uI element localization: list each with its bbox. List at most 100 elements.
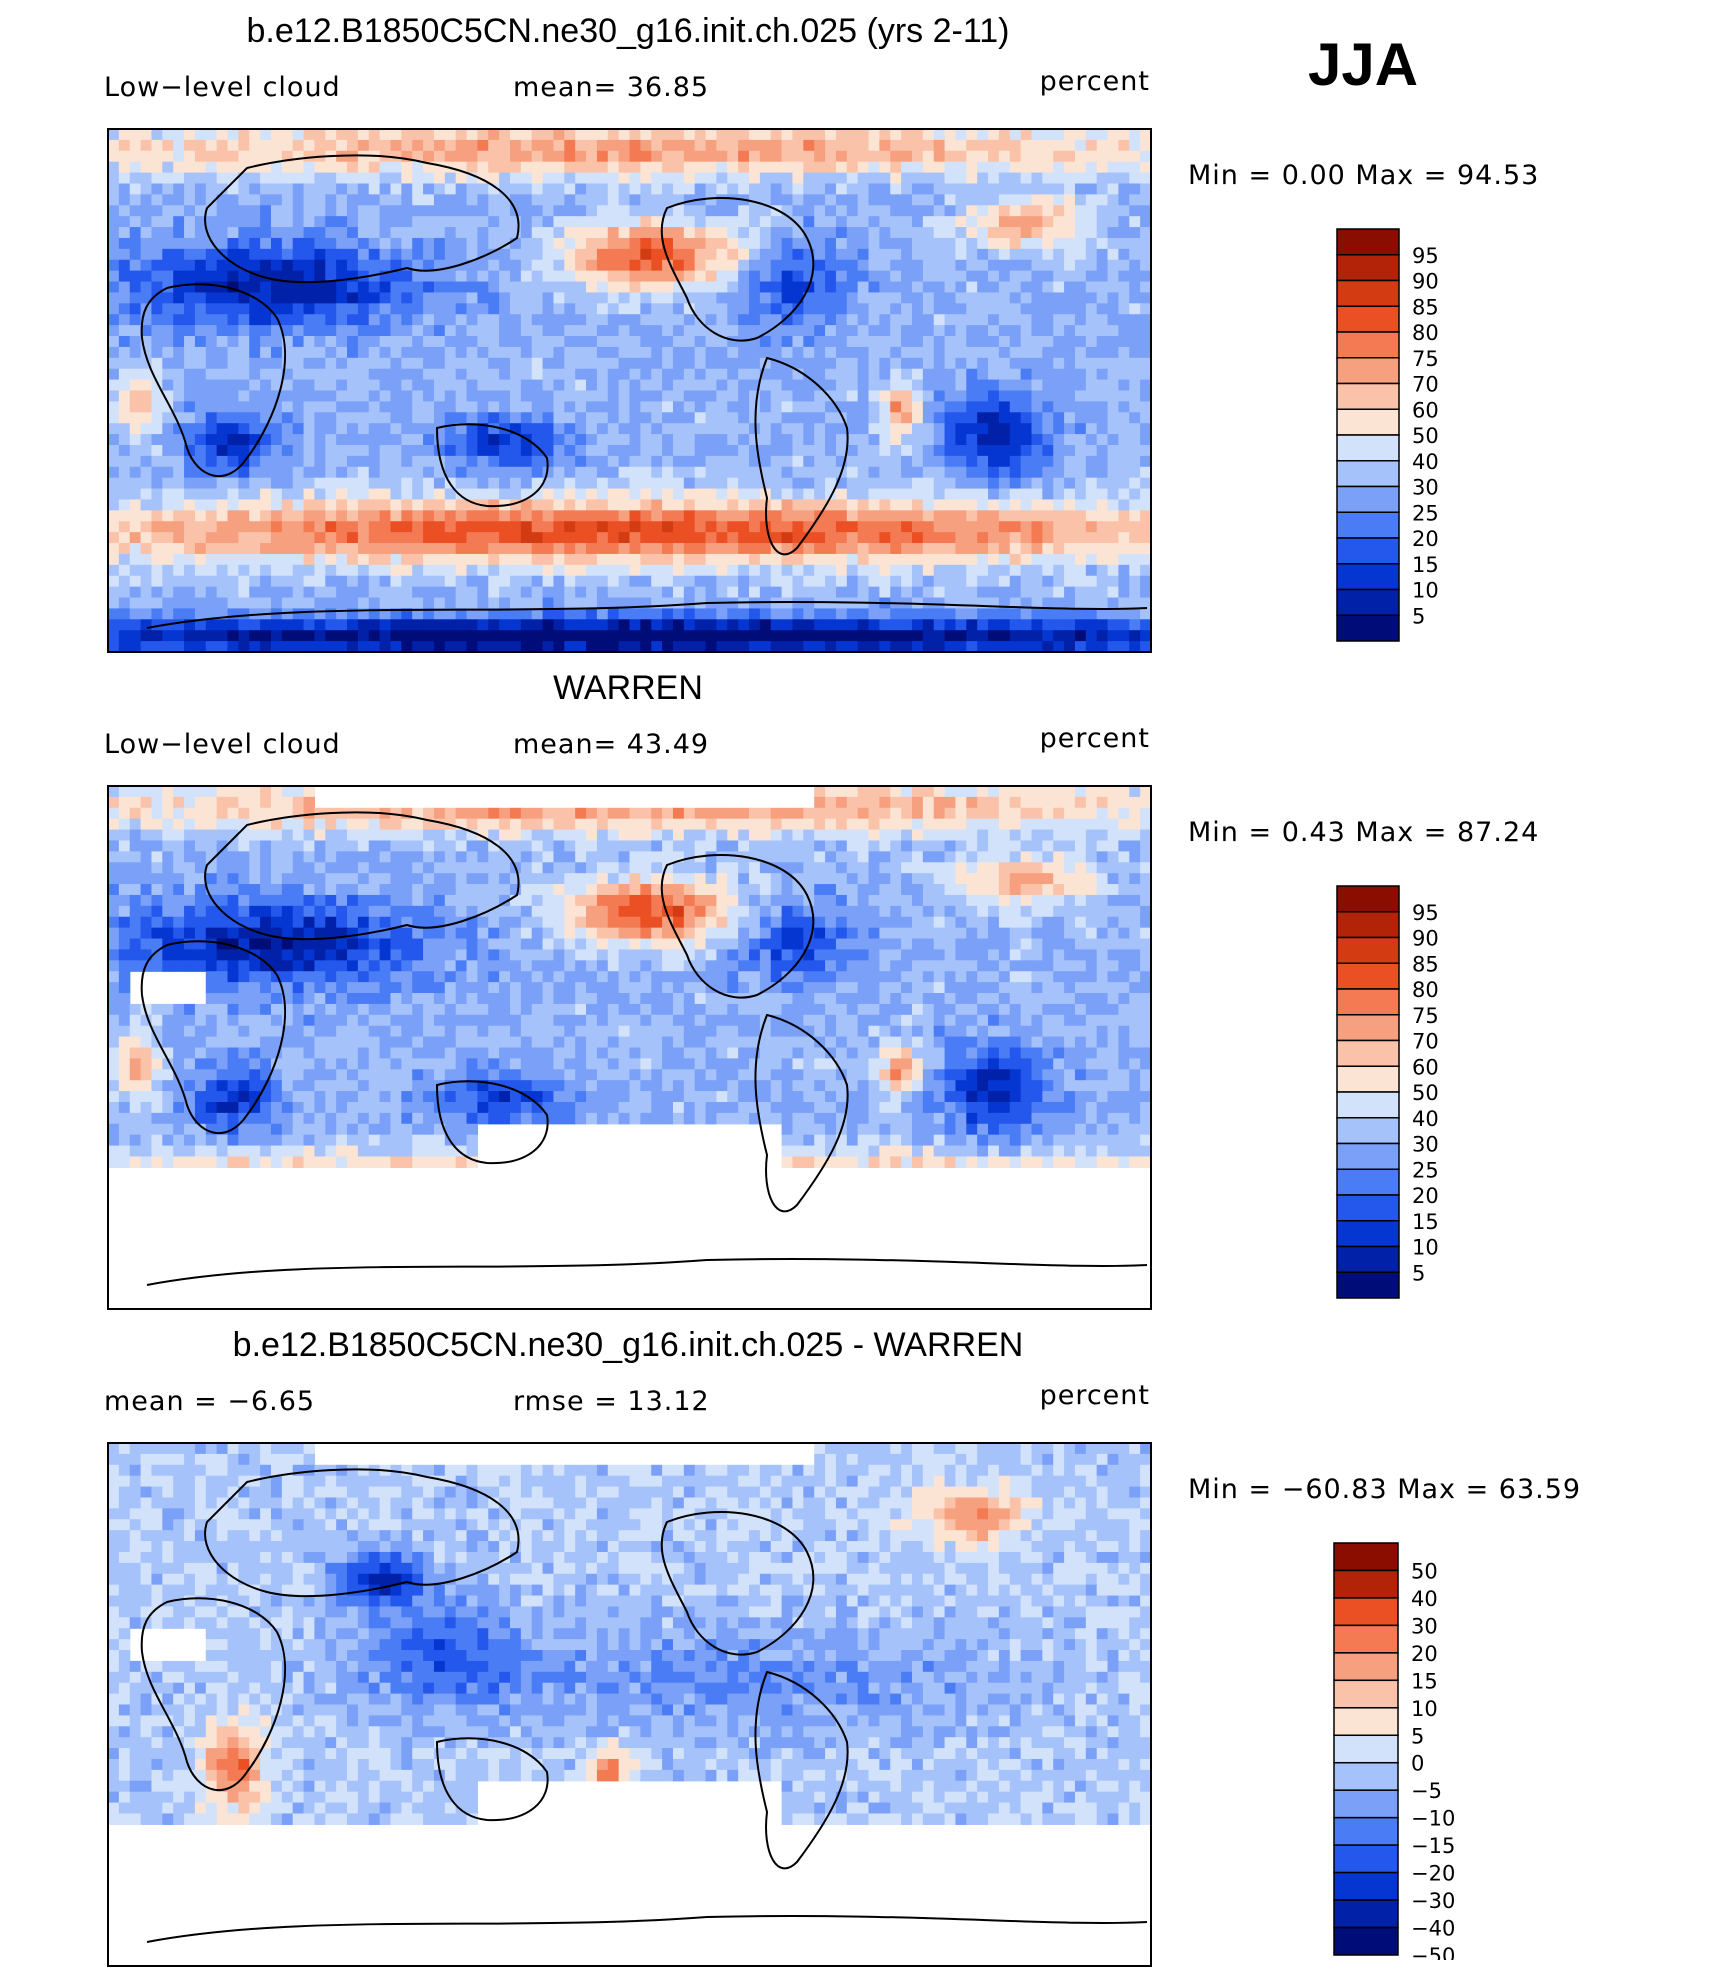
map-cell (520, 270, 533, 283)
map-cell (227, 237, 239, 250)
map-cell (379, 161, 392, 174)
map-cell (314, 390, 326, 402)
map-cell (238, 194, 250, 206)
map-cell (792, 412, 804, 424)
map-cell (108, 150, 120, 163)
map-cell (433, 818, 446, 831)
map-cell (401, 303, 413, 315)
map-cell (488, 292, 500, 304)
map-cell (770, 346, 783, 359)
map-cell (586, 818, 598, 831)
map-cell (879, 499, 891, 511)
map-cell (705, 129, 718, 141)
map-cell (129, 357, 142, 370)
map-cell (477, 564, 489, 577)
map-cell (835, 412, 848, 424)
map-cell (716, 194, 728, 206)
map-cell (184, 150, 196, 163)
map-cell (390, 194, 402, 206)
map-cell (662, 532, 674, 544)
map-cell (368, 183, 381, 195)
map-cell (129, 412, 142, 424)
map-cell (738, 368, 750, 381)
map-cell (401, 314, 413, 326)
map-cell (738, 630, 750, 642)
map-cell (151, 608, 163, 620)
map-cell (151, 237, 163, 250)
map-cell (488, 586, 500, 599)
map-cell (879, 139, 891, 152)
map-cell (607, 412, 620, 424)
map-cell (879, 543, 891, 555)
map-cell (759, 259, 772, 272)
map-cell (977, 597, 989, 610)
map-cell (216, 314, 229, 326)
map-cell (509, 434, 522, 446)
map-cell (162, 641, 174, 653)
map-cell (162, 575, 174, 588)
map-cell (249, 630, 261, 642)
map-cell (977, 390, 989, 402)
map-cell (379, 564, 392, 577)
map-cell (412, 346, 424, 359)
map-cell (749, 818, 761, 831)
map-cell (955, 270, 967, 283)
map-cell (270, 466, 283, 479)
map-cell (705, 499, 718, 511)
map-cell (890, 564, 902, 577)
map-cell (1053, 786, 1065, 798)
map-cell (531, 401, 544, 413)
map-cell (781, 368, 794, 381)
map-cell (966, 237, 978, 250)
map-cell (705, 292, 718, 304)
map-cell (173, 807, 185, 820)
map-cell (651, 161, 663, 174)
map-cell (977, 807, 989, 820)
map-cell (292, 368, 305, 381)
map-cell (575, 401, 587, 413)
map-cell (1118, 325, 1130, 337)
map-cell (890, 237, 902, 250)
map-cell (162, 532, 174, 544)
map-cell (1074, 423, 1087, 435)
map-cell (988, 455, 1000, 468)
map-cell (1129, 608, 1141, 620)
map-cell (749, 325, 761, 337)
map-cell (184, 292, 196, 304)
map-cell (531, 455, 544, 468)
map-cell (564, 619, 576, 631)
map-cell (1009, 401, 1022, 413)
map-cell (998, 205, 1011, 217)
map-cell (303, 325, 316, 337)
map-cell (433, 401, 446, 413)
map-cell (1064, 183, 1076, 195)
map-cell (347, 368, 359, 381)
map-cell (933, 488, 946, 501)
map-cell (988, 575, 1000, 588)
map-cell (1096, 368, 1109, 381)
map-cell (205, 818, 218, 831)
map-cell (173, 412, 185, 424)
map-cell (260, 521, 272, 533)
map-cell (683, 444, 696, 457)
map-cell (412, 183, 424, 195)
map-cell (727, 248, 739, 261)
map-cell (1107, 401, 1119, 413)
map-cell (499, 510, 511, 522)
map-cell (727, 423, 739, 435)
map-cell (194, 412, 207, 424)
map-cell (1140, 499, 1152, 511)
map-cell (857, 314, 870, 326)
map-cell (227, 379, 239, 392)
map-cell (140, 434, 153, 446)
map-cell (781, 553, 794, 566)
map-cell (108, 412, 120, 424)
map-cell (499, 575, 511, 588)
map-cell (846, 259, 859, 272)
map-cell (651, 183, 663, 195)
map-cell (303, 532, 316, 544)
map-cell (205, 325, 218, 337)
map-cell (108, 346, 120, 359)
map-cell (1031, 129, 1043, 141)
map-cell (542, 368, 555, 381)
